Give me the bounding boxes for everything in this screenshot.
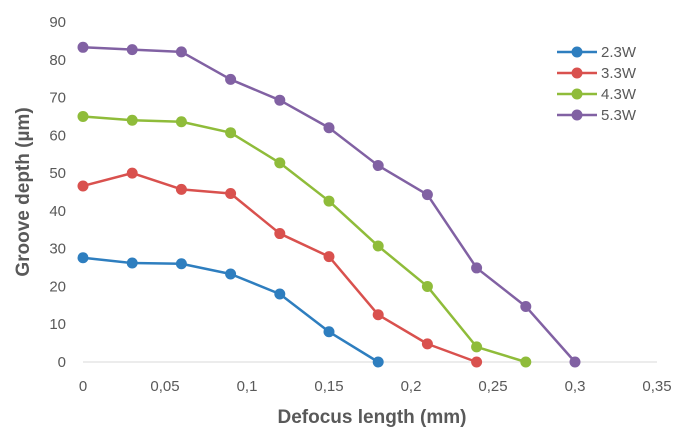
y-axis-title: Groove depth (µm) bbox=[13, 107, 34, 276]
data-point bbox=[225, 188, 237, 200]
series-4.3W bbox=[77, 110, 532, 368]
legend-marker bbox=[571, 88, 583, 100]
x-tick-label: 0,1 bbox=[237, 378, 258, 395]
legend-label: 3.3W bbox=[601, 65, 637, 82]
x-axis-ticks: 0 0,05 0,1 0,15 0,2 0,25 0,3 0,35 bbox=[79, 378, 672, 395]
legend-item: 4.3W bbox=[557, 86, 637, 103]
x-tick-label: 0,3 bbox=[565, 378, 586, 395]
data-point bbox=[372, 160, 384, 172]
data-point bbox=[274, 157, 286, 169]
data-point bbox=[126, 114, 138, 126]
legend-item: 5.3W bbox=[557, 107, 637, 124]
series-3.3W bbox=[77, 167, 483, 368]
legend-marker bbox=[571, 67, 583, 79]
data-point bbox=[77, 110, 89, 122]
data-point bbox=[323, 326, 335, 338]
data-point bbox=[520, 300, 532, 312]
data-point bbox=[126, 167, 138, 179]
data-point bbox=[175, 183, 187, 195]
x-tick-label: 0 bbox=[79, 378, 87, 395]
data-point bbox=[323, 251, 335, 263]
legend: 2.3W 3.3W 4.3W 5.3W bbox=[557, 44, 637, 124]
data-point bbox=[421, 338, 433, 350]
data-point bbox=[421, 189, 433, 201]
y-tick-label: 60 bbox=[49, 127, 66, 144]
data-point bbox=[225, 73, 237, 85]
x-tick-label: 0,05 bbox=[150, 378, 179, 395]
data-point bbox=[421, 280, 433, 292]
legend-label: 4.3W bbox=[601, 86, 637, 103]
data-point bbox=[126, 44, 138, 56]
legend-marker bbox=[571, 46, 583, 58]
y-tick-label: 10 bbox=[49, 316, 66, 333]
data-point bbox=[372, 309, 384, 321]
y-axis-ticks: 0 10 20 30 40 50 60 70 80 90 bbox=[49, 14, 66, 371]
legend-marker bbox=[571, 109, 583, 121]
y-tick-label: 90 bbox=[49, 14, 66, 31]
data-point bbox=[225, 127, 237, 139]
series-layer bbox=[77, 41, 581, 368]
data-point bbox=[372, 240, 384, 252]
data-point bbox=[77, 180, 89, 192]
x-tick-label: 0,15 bbox=[314, 378, 343, 395]
y-tick-label: 20 bbox=[49, 278, 66, 295]
x-tick-label: 0,25 bbox=[478, 378, 507, 395]
data-point bbox=[126, 257, 138, 269]
data-point bbox=[77, 41, 89, 53]
data-point bbox=[471, 341, 483, 353]
data-point bbox=[471, 262, 483, 274]
legend-item: 2.3W bbox=[557, 44, 637, 61]
data-point bbox=[520, 356, 532, 368]
data-point bbox=[274, 288, 286, 300]
y-tick-label: 30 bbox=[49, 241, 66, 258]
x-tick-label: 0,35 bbox=[642, 378, 671, 395]
y-tick-label: 80 bbox=[49, 52, 66, 69]
x-tick-label: 0,2 bbox=[401, 378, 422, 395]
data-point bbox=[175, 46, 187, 58]
data-point bbox=[77, 252, 89, 264]
data-point bbox=[372, 356, 384, 368]
y-tick-label: 70 bbox=[49, 90, 66, 107]
series-2.3W bbox=[77, 252, 384, 368]
legend-label: 5.3W bbox=[601, 107, 637, 124]
data-point bbox=[175, 258, 187, 270]
data-point bbox=[274, 228, 286, 240]
x-axis-title: Defocus length (mm) bbox=[278, 407, 467, 428]
legend-item: 3.3W bbox=[557, 65, 637, 82]
series-line bbox=[82, 115, 527, 364]
y-tick-label: 0 bbox=[58, 354, 66, 371]
y-tick-label: 40 bbox=[49, 203, 66, 220]
series-line bbox=[82, 171, 478, 364]
data-point bbox=[274, 94, 286, 106]
data-point bbox=[323, 122, 335, 134]
data-point bbox=[471, 356, 483, 368]
data-point bbox=[225, 268, 237, 280]
legend-label: 2.3W bbox=[601, 44, 637, 61]
data-point bbox=[323, 195, 335, 207]
data-point bbox=[569, 356, 581, 368]
y-tick-label: 50 bbox=[49, 165, 66, 182]
series-5.3W bbox=[77, 41, 581, 368]
data-point bbox=[175, 116, 187, 128]
